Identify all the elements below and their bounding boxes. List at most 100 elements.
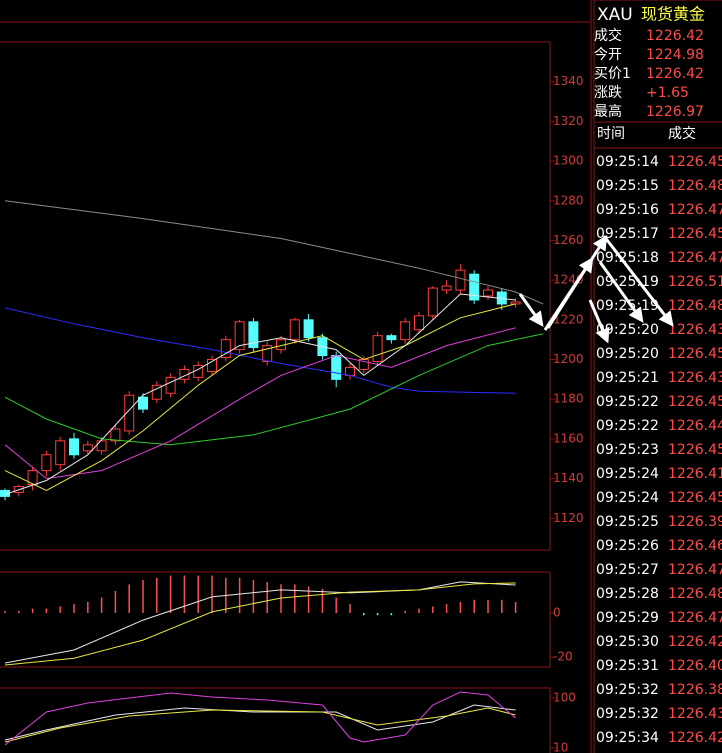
candle-body [179,368,190,380]
trade-price: 1226.42 [668,730,722,746]
candle-body [331,355,342,380]
candle-body [165,376,176,394]
candle-body [510,301,521,305]
quote-label: 今开 [594,47,622,63]
candle-body [69,438,79,456]
indicator-line [4,704,516,741]
trade-time: 09:25:23 [596,442,659,458]
indicator-line [4,307,516,394]
indicator-line [4,582,516,666]
trade-price: 1226.39 [668,514,722,530]
candle-body [262,345,273,362]
arrow [546,234,608,329]
trade-price: 1226.45 [668,226,722,242]
y-tick-label: 1200 [553,352,584,366]
candle-body [248,321,259,349]
trade-time: 09:25:25 [596,514,659,530]
trade-price: 1226.43 [668,322,722,338]
candle-body [96,440,107,452]
trade-time: 09:25:32 [596,682,659,698]
candle-body [220,339,231,359]
trade-price: 1226.45 [668,490,722,506]
indicator-line [4,303,516,492]
candle-body [27,470,38,486]
candle-body [55,440,66,466]
trade-price: 1226.44 [668,418,722,434]
candle-body [124,394,135,432]
arrow [518,293,544,327]
trade-time: 09:25:20 [596,346,659,362]
trade-time: 09:25:17 [596,226,659,242]
trade-time: 09:25:28 [596,586,659,602]
trade-time: 09:25:22 [596,418,659,434]
trade-time: 09:25:14 [596,154,659,170]
trade-time: 09:25:24 [596,490,659,506]
candle-body [386,335,397,341]
indicator-line [4,707,516,743]
candle-body [138,396,148,410]
trade-price: 1226.42 [668,634,722,650]
candle-body [207,359,217,372]
candle-body [234,321,245,351]
y-tick-label: 1220 [553,312,584,326]
candle-body [469,273,480,301]
trade-price: 1226.38 [668,682,722,698]
price-panel [0,41,551,551]
trade-price: 1226.48 [668,178,722,194]
arrow [588,299,610,344]
trade-price: 1226.45 [668,154,722,170]
trade-price: 1226.41 [668,466,722,482]
trade-price: 1226.47 [668,202,722,218]
candle-body [400,321,411,341]
trade-time: 09:25:26 [596,538,659,554]
y-tick-label: 1280 [553,193,584,207]
trade-price: 1226.43 [668,706,722,722]
trade-time: 09:25:19 [596,274,659,290]
trade-price: 1226.46 [668,538,722,554]
trade-list: 09:25:14 1226.45 09:25:15 1226.48 09:25:16 12… [596,154,722,746]
quote-block: 成交 1226.42 今开 1224.98 买价1 1226.42 涨跌 +1.65 最高 122… [594,27,704,120]
trade-time: 09:25:24 [596,466,659,482]
y-tick-label: 1260 [553,233,584,247]
trade-time: 09:25:22 [596,394,659,410]
quote-label: 买价1 [594,66,631,82]
kdj-panel [0,687,551,753]
quote-value: +1.65 [646,85,689,101]
trade-price: 1226.48 [668,586,722,602]
indicator-line [4,327,516,480]
annotation-arrows [518,234,674,344]
y-tick-label: 1340 [553,74,584,88]
trade-header: 成交 [668,125,696,142]
y-tick-label: 1140 [553,471,584,485]
symbol-name: 现货黄金 [641,5,705,24]
candle-body [0,489,10,497]
indicator-line [4,581,516,664]
trade-time: 09:25:30 [596,634,659,650]
macd-panel [0,571,551,668]
y-tick-label: 0 [553,605,561,619]
y-tick-label: -20 [553,650,573,664]
trade-price: 1226.48 [668,298,722,314]
trade-price: 1226.45 [668,394,722,410]
arrow [602,235,674,327]
trade-time: 09:25:15 [596,178,659,194]
quote-value: 1226.97 [646,104,704,120]
trade-price: 1226.45 [668,346,722,362]
trade-price: 1226.43 [668,370,722,386]
candle-body [441,285,452,291]
y-tick-label: 1180 [553,392,584,406]
y-tick-label: 1160 [553,431,584,445]
indicator-line [4,293,516,495]
candle-body [455,269,466,291]
trade-price: 1226.51 [668,274,722,290]
trade-price: 1226.47 [668,610,722,626]
y-tick-label: 10 [553,741,568,753]
candle-body [427,287,438,317]
y-tick-label: 1300 [553,154,584,168]
trade-time: 09:25:18 [596,250,659,266]
symbol: XAU [597,5,633,25]
candle-body [82,444,93,452]
trade-time: 09:25:31 [596,658,659,674]
candle-body [414,315,424,331]
